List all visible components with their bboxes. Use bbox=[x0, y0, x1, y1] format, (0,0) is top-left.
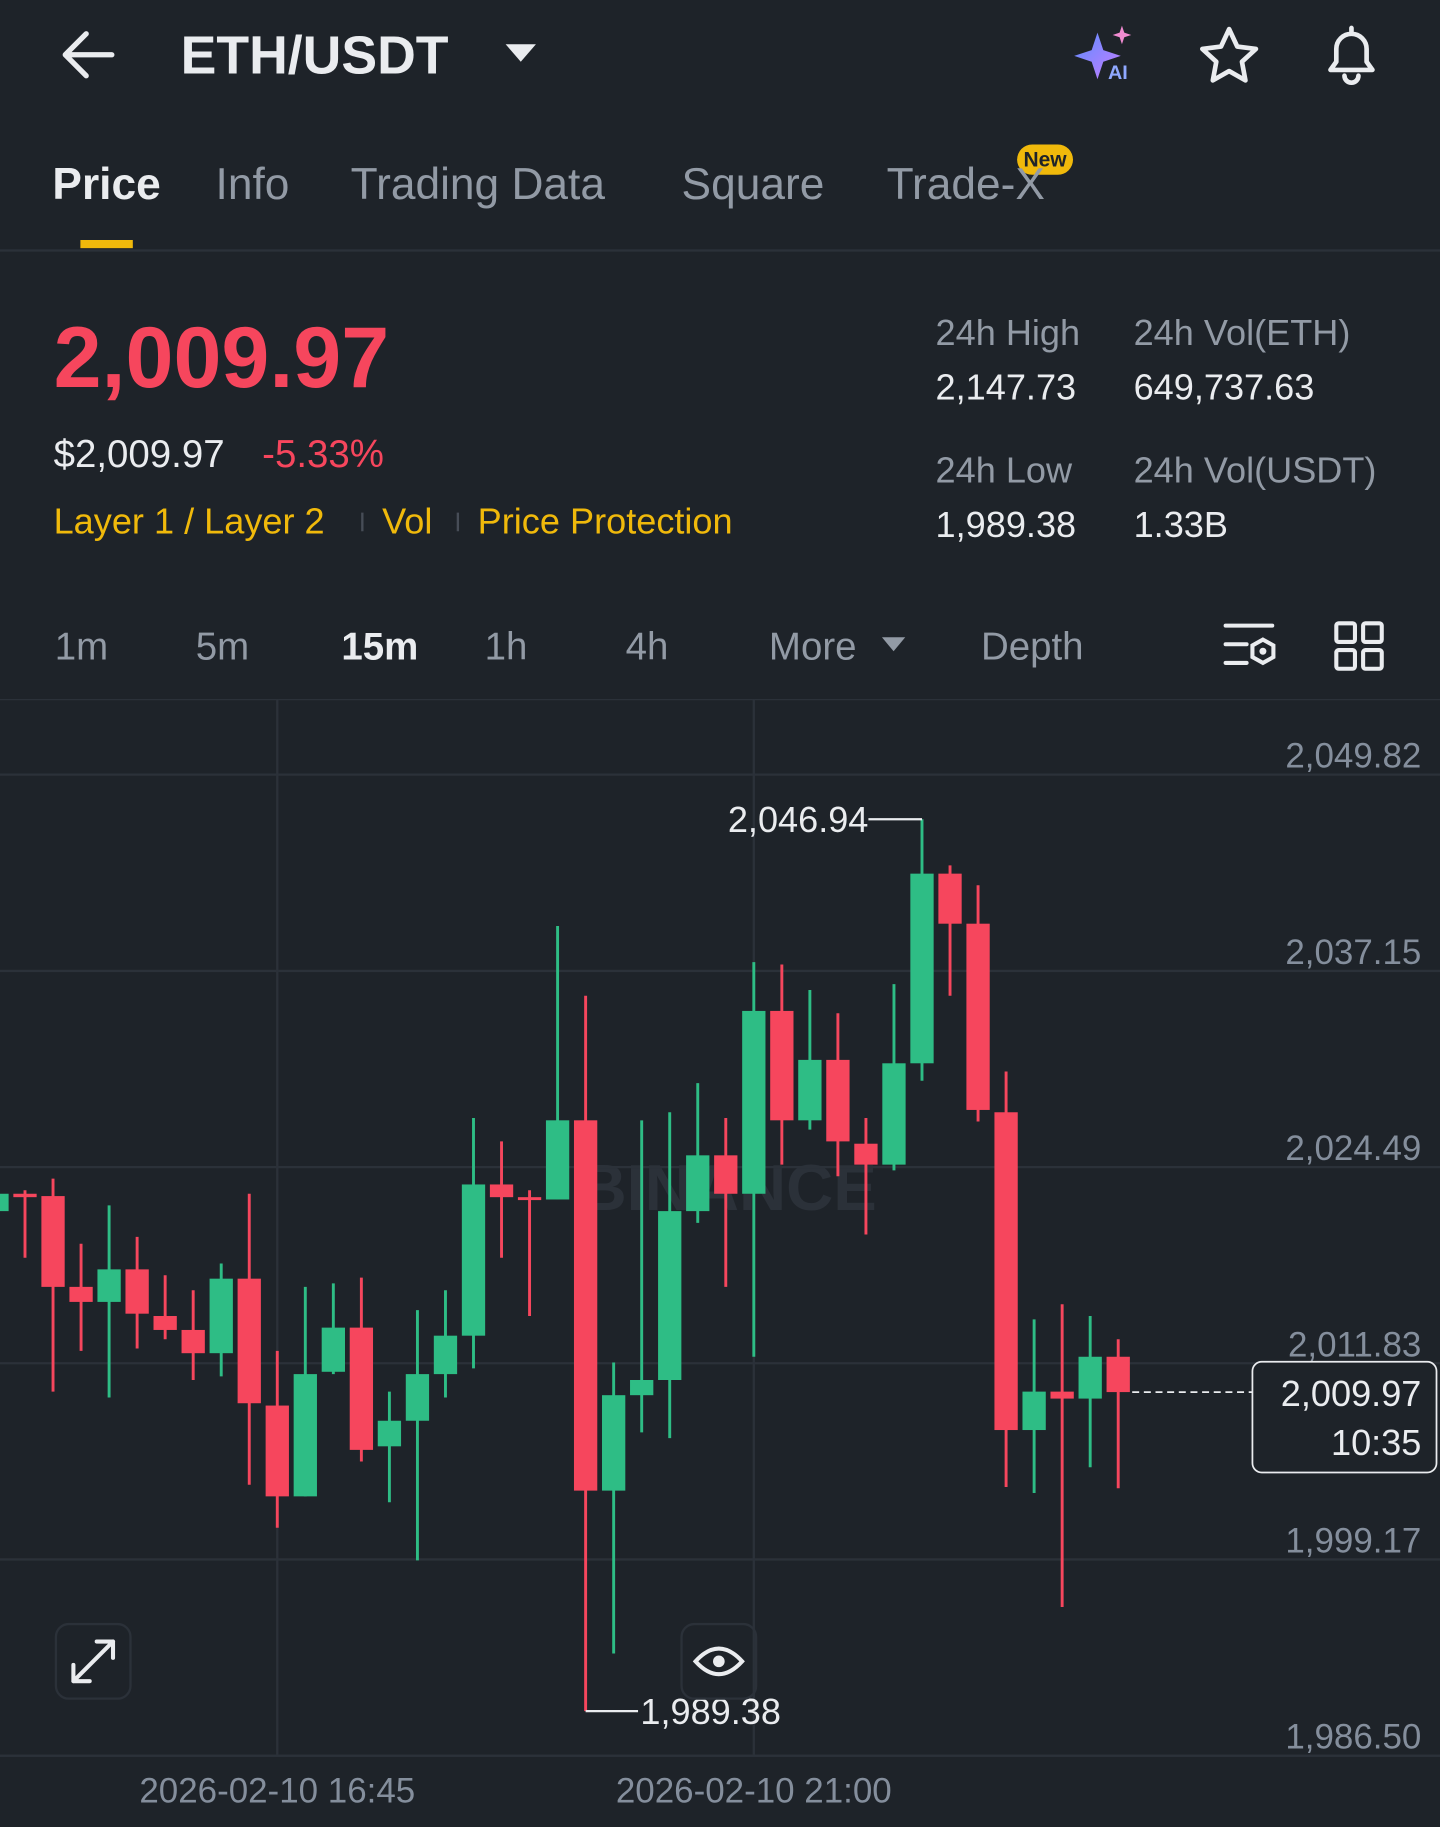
candle-body bbox=[293, 1374, 317, 1497]
stat-label: 24h Low bbox=[935, 449, 1073, 491]
separator bbox=[361, 512, 364, 532]
stat-label: 24h Vol(USDT) bbox=[1133, 449, 1377, 491]
candle-body bbox=[714, 1155, 738, 1194]
interval[interactable]: 5m bbox=[195, 624, 250, 668]
candle-body bbox=[854, 1143, 878, 1165]
candle-body bbox=[545, 1120, 570, 1200]
divider bbox=[0, 249, 1440, 252]
favorite-button[interactable] bbox=[1198, 26, 1261, 84]
candle-body bbox=[938, 873, 962, 924]
pair-title[interactable]: ETH/USDT bbox=[180, 24, 449, 86]
interval[interactable]: More bbox=[768, 624, 857, 668]
y-tick-label: 2,049.82 bbox=[1285, 737, 1421, 776]
x-tick-label: 2026-02-10 16:45 bbox=[139, 1771, 415, 1810]
ai-badge: AI bbox=[1108, 62, 1128, 84]
countdown: 10:35 bbox=[1331, 1422, 1421, 1463]
candle-body bbox=[826, 1059, 850, 1142]
candlestick-chart: BINANCE 2,049.822,037.152,024.492,011.83… bbox=[0, 699, 1440, 1810]
new-badge: New bbox=[1017, 144, 1074, 175]
indicator-settings[interactable] bbox=[1223, 621, 1279, 672]
candle-body bbox=[1106, 1356, 1130, 1393]
tab[interactable]: Info bbox=[215, 160, 290, 210]
candle-body bbox=[0, 1193, 9, 1212]
stat-value: 649,737.63 bbox=[1133, 366, 1315, 408]
ai-icon[interactable]: AI bbox=[1070, 25, 1140, 84]
x-tick-label: 2026-02-10 21:00 bbox=[616, 1771, 892, 1810]
candle-body bbox=[461, 1184, 486, 1336]
high-label: 2,046.94 bbox=[728, 799, 869, 840]
tag[interactable]: Layer 1 / Layer 2 bbox=[53, 500, 325, 542]
candle-body bbox=[798, 1059, 822, 1121]
stat-value: 1.33B bbox=[1133, 504, 1228, 546]
candle-body bbox=[349, 1327, 374, 1450]
stat-label: 24h Vol(ETH) bbox=[1133, 312, 1351, 354]
y-tick-label: 1,999.17 bbox=[1285, 1521, 1421, 1560]
interval[interactable]: 1h bbox=[484, 624, 528, 668]
fullscreen-button[interactable] bbox=[54, 1622, 132, 1700]
stat-value: 1,989.38 bbox=[935, 504, 1077, 546]
candle-body bbox=[910, 873, 934, 1064]
candle-body bbox=[742, 1010, 766, 1194]
price-change: -5.33% bbox=[262, 432, 384, 476]
candle-body bbox=[13, 1193, 37, 1198]
tab[interactable]: Price bbox=[52, 160, 161, 210]
tab-indicator bbox=[80, 240, 133, 249]
tag[interactable]: Price Protection bbox=[477, 500, 733, 542]
candle-body bbox=[686, 1155, 710, 1212]
candle-body bbox=[489, 1184, 514, 1198]
candle-body bbox=[209, 1278, 233, 1354]
y-tick-label: 2,024.49 bbox=[1285, 1129, 1421, 1168]
last-price: 2,009.97 bbox=[53, 308, 390, 406]
candle-body bbox=[377, 1420, 402, 1447]
tab[interactable]: Trading Data bbox=[350, 160, 605, 210]
stat-value: 2,147.73 bbox=[935, 366, 1077, 408]
candle-body bbox=[405, 1374, 430, 1421]
stat-label: 24h High bbox=[935, 312, 1081, 354]
candle-body bbox=[966, 923, 990, 1110]
tab[interactable]: Square bbox=[681, 160, 825, 210]
candle-body bbox=[882, 1063, 906, 1165]
back-button[interactable] bbox=[58, 29, 116, 80]
candle-body bbox=[321, 1327, 345, 1372]
interval[interactable]: 1m bbox=[54, 624, 109, 668]
candle-body bbox=[433, 1335, 458, 1375]
candle-body bbox=[517, 1197, 542, 1201]
candle-body bbox=[1078, 1356, 1102, 1399]
y-tick-label: 1,986.50 bbox=[1285, 1718, 1421, 1757]
y-tick-label: 2,011.83 bbox=[1288, 1325, 1421, 1364]
last-price-box bbox=[1251, 1360, 1438, 1474]
interval[interactable]: 4h bbox=[625, 624, 669, 668]
candle-body bbox=[573, 1120, 598, 1491]
last-price-label: 2,009.97 bbox=[1281, 1373, 1422, 1414]
candle-body bbox=[1050, 1391, 1074, 1399]
candle-body bbox=[994, 1112, 1018, 1431]
separator bbox=[456, 512, 460, 532]
interval[interactable]: Depth bbox=[980, 624, 1084, 668]
more-caret[interactable] bbox=[881, 636, 907, 652]
candle-body bbox=[153, 1316, 177, 1330]
candle-body bbox=[97, 1269, 121, 1302]
layout-button[interactable] bbox=[1334, 621, 1385, 672]
candle-body bbox=[125, 1269, 149, 1314]
tab[interactable]: Trade-X bbox=[886, 160, 1045, 210]
y-tick-label: 2,037.15 bbox=[1285, 933, 1421, 972]
candle-body bbox=[658, 1211, 682, 1380]
candle-body bbox=[1022, 1391, 1046, 1431]
usd-price: $2,009.97 bbox=[53, 432, 225, 476]
candle-body bbox=[237, 1278, 261, 1404]
candle-body bbox=[181, 1329, 205, 1354]
candle-body bbox=[265, 1405, 289, 1497]
visibility-button[interactable] bbox=[680, 1622, 758, 1700]
pair-caret[interactable] bbox=[503, 42, 538, 65]
alert-button[interactable] bbox=[1320, 23, 1383, 86]
candle-body bbox=[602, 1395, 626, 1491]
tag[interactable]: Vol bbox=[382, 500, 433, 542]
candle-body bbox=[630, 1379, 654, 1396]
candle-body bbox=[41, 1196, 65, 1287]
interval[interactable]: 15m bbox=[341, 624, 419, 668]
candle-body bbox=[770, 1010, 794, 1121]
candle-body bbox=[69, 1286, 93, 1302]
